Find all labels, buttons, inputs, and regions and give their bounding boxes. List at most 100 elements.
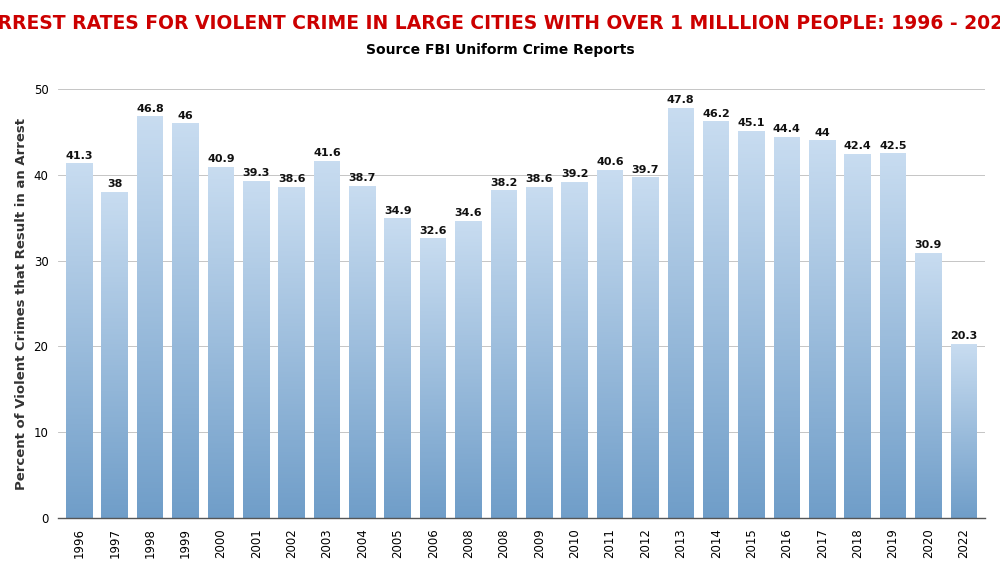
Bar xyxy=(774,269,800,270)
Bar xyxy=(880,500,906,502)
Bar xyxy=(668,516,694,518)
Bar xyxy=(208,446,234,448)
Bar xyxy=(844,351,871,352)
Bar xyxy=(632,280,659,281)
Bar xyxy=(915,290,942,291)
Bar xyxy=(172,321,199,323)
Bar xyxy=(66,354,93,355)
Bar xyxy=(809,222,836,223)
Bar xyxy=(349,246,376,248)
Bar xyxy=(101,489,128,490)
Bar xyxy=(844,423,871,425)
Bar xyxy=(278,425,305,427)
Bar xyxy=(774,343,800,345)
Bar xyxy=(703,374,729,375)
Bar xyxy=(101,492,128,494)
Bar xyxy=(632,388,659,390)
Bar xyxy=(384,425,411,427)
Bar xyxy=(455,245,482,246)
Bar xyxy=(491,403,517,405)
Bar xyxy=(738,404,765,406)
Bar xyxy=(738,278,765,280)
Bar xyxy=(844,438,871,440)
Bar xyxy=(314,506,340,508)
Bar xyxy=(774,230,800,232)
Bar xyxy=(738,216,765,218)
Bar xyxy=(951,367,977,368)
Bar xyxy=(526,429,553,430)
Bar xyxy=(455,411,482,413)
Bar xyxy=(561,269,588,271)
Bar xyxy=(915,489,942,490)
Bar xyxy=(597,391,623,393)
Bar xyxy=(738,179,765,181)
Bar xyxy=(101,316,128,317)
Bar xyxy=(314,383,340,384)
Bar xyxy=(880,321,906,323)
Bar xyxy=(561,486,588,488)
Bar xyxy=(384,398,411,400)
Bar xyxy=(951,410,977,411)
Bar xyxy=(384,223,411,225)
Bar xyxy=(880,217,906,219)
Bar xyxy=(172,507,199,508)
Bar xyxy=(137,148,163,151)
Bar xyxy=(243,203,270,205)
Bar xyxy=(668,295,694,297)
Bar xyxy=(844,478,871,480)
Bar xyxy=(208,280,234,281)
Bar xyxy=(597,276,623,278)
Bar xyxy=(668,266,694,268)
Bar xyxy=(66,451,93,453)
Bar xyxy=(703,336,729,337)
Bar xyxy=(561,415,588,417)
Bar xyxy=(491,482,517,484)
Bar xyxy=(101,348,128,350)
Bar xyxy=(208,488,234,490)
Bar xyxy=(137,391,163,394)
Bar xyxy=(561,236,588,237)
Bar xyxy=(101,260,128,262)
Bar xyxy=(455,392,482,394)
Bar xyxy=(809,197,836,199)
Bar xyxy=(561,313,588,315)
Bar xyxy=(491,489,517,490)
Bar xyxy=(349,269,376,270)
Bar xyxy=(384,278,411,280)
Bar xyxy=(880,396,906,398)
Bar xyxy=(243,314,270,316)
Bar xyxy=(455,300,482,301)
Bar xyxy=(66,268,93,270)
Bar xyxy=(774,305,800,307)
Bar xyxy=(243,414,270,415)
Bar xyxy=(668,169,694,171)
Bar xyxy=(314,297,340,299)
Bar xyxy=(349,274,376,276)
Bar xyxy=(208,422,234,423)
Bar xyxy=(703,371,729,374)
Bar xyxy=(844,254,871,256)
Bar xyxy=(278,328,305,329)
Bar xyxy=(880,330,906,332)
Bar xyxy=(703,266,729,268)
Bar xyxy=(66,357,93,359)
Bar xyxy=(314,327,340,329)
Bar xyxy=(844,513,871,515)
Bar xyxy=(172,503,199,504)
Bar xyxy=(349,276,376,277)
Bar xyxy=(632,394,659,395)
Bar xyxy=(384,329,411,331)
Bar xyxy=(491,392,517,394)
Bar xyxy=(561,189,588,190)
Bar xyxy=(632,177,659,179)
Bar xyxy=(349,357,376,359)
Bar xyxy=(844,240,871,241)
Bar xyxy=(632,458,659,460)
Bar xyxy=(137,118,163,120)
Bar xyxy=(172,269,199,271)
Bar xyxy=(66,295,93,297)
Bar xyxy=(278,374,305,376)
Bar xyxy=(703,233,729,234)
Bar xyxy=(809,307,836,308)
Bar xyxy=(384,482,411,484)
